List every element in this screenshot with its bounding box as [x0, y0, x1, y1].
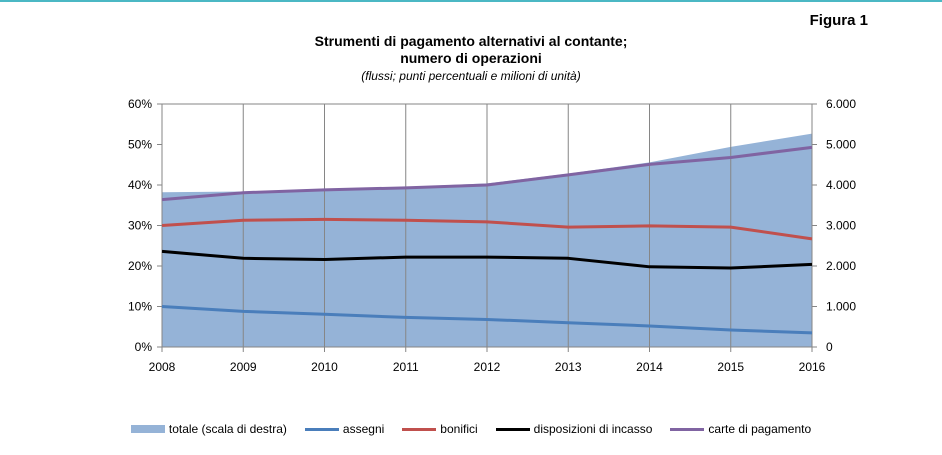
legend-label: assegni [342, 422, 385, 436]
chart-subtitle: (flussi; punti percentuali e milioni di … [361, 69, 581, 83]
series-line-bonifici [161, 217, 813, 241]
legend-swatch [304, 427, 339, 431]
legend-label: carte di pagamento [708, 422, 812, 436]
x-axis-tick-label: 2014 [636, 360, 663, 374]
x-axis-tick-label: 2016 [799, 360, 826, 374]
legend-swatch [670, 427, 705, 431]
legend-item: totale (scala di destra) [130, 422, 287, 436]
x-axis-tick-label: 2010 [311, 360, 338, 374]
legend-item: bonifici [402, 422, 478, 436]
series-line-disposizioni-di-incasso [161, 249, 813, 270]
left-axis-tick-label: 40% [128, 178, 152, 192]
left-axis-tick-label: 50% [128, 138, 152, 152]
legend-label: disposizioni di incasso [533, 422, 653, 436]
x-axis-tick-label: 2008 [149, 360, 176, 374]
legend-item: carte di pagamento [670, 422, 811, 436]
right-axis-tick-label: 0 [826, 340, 833, 354]
x-axis-tick-label: 2012 [474, 360, 501, 374]
left-axis-tick-label: 0% [135, 340, 153, 354]
top-rule [0, 0, 942, 2]
chart-legend: totale (scala di destra) assegni bonifici d… [0, 422, 942, 436]
figure-label: Figura 1 [809, 12, 868, 29]
x-axis-tick-label: 2015 [717, 360, 744, 374]
legend-item: assegni [304, 422, 385, 436]
right-axis-tick-label: 2.000 [826, 259, 856, 273]
x-axis-tick-label: 2013 [555, 360, 582, 374]
legend-label: totale (scala di destra) [168, 422, 287, 436]
legend-label: bonifici [440, 422, 478, 436]
right-axis-tick-label: 4.000 [826, 178, 856, 192]
right-axis-tick-label: 6.000 [826, 97, 856, 111]
left-axis-tick-label: 20% [128, 259, 152, 273]
series-line-assegni [161, 305, 813, 335]
legend-swatch [402, 427, 437, 431]
right-axis-tick-label: 3.000 [826, 219, 856, 233]
legend-swatch [130, 425, 165, 433]
chart-title-line-2: numero di operazioni [400, 50, 542, 66]
series-line-carte-di-pagamento [161, 145, 813, 202]
right-axis-tick-label: 1.000 [826, 300, 856, 314]
left-axis-tick-label: 60% [128, 97, 152, 111]
legend-item: disposizioni di incasso [495, 422, 653, 436]
left-axis-tick-label: 10% [128, 300, 152, 314]
left-axis-tick-label: 30% [128, 219, 152, 233]
right-axis-tick-label: 5.000 [826, 138, 856, 152]
x-axis-tick-label: 2011 [393, 360, 419, 374]
x-axis-tick-label: 2009 [230, 360, 257, 374]
legend-swatch [495, 427, 530, 431]
chart-title-line-1: Strumenti di pagamento alternativi al co… [314, 33, 628, 49]
